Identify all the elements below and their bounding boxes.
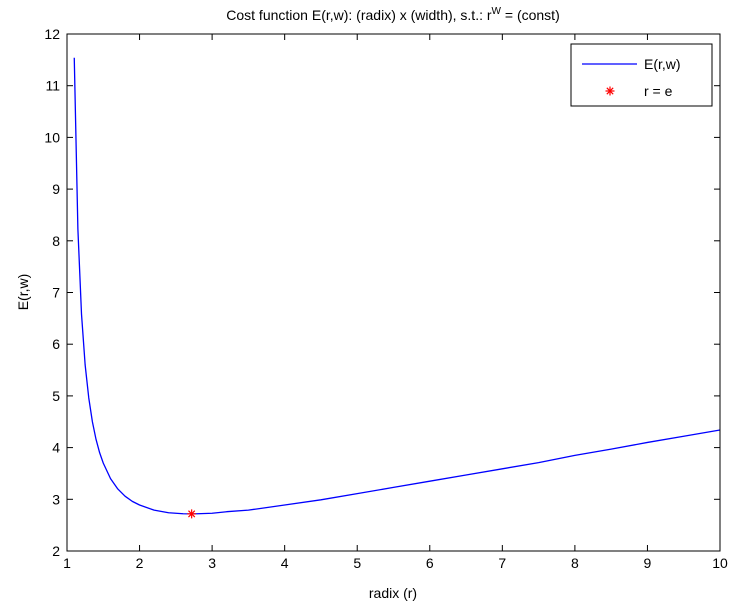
y-tick-label: 2 [52,543,60,559]
y-tick-label: 11 [45,78,60,94]
y-tick-label: 6 [52,336,60,352]
chart-title: Cost function E(r,w): (radix) x (width),… [226,6,559,23]
x-tick-label: 9 [644,555,652,571]
x-tick-label: 2 [136,555,144,571]
y-axis-label: E(r,w) [15,274,31,311]
y-tick-label: 4 [52,440,60,456]
x-tick-label: 1 [63,555,71,571]
axes-box [66,33,721,552]
legend-asterisk-marker [605,86,615,96]
y-tick-label: 7 [52,285,60,301]
plot-area [67,34,720,551]
y-tick-label: 3 [52,491,60,507]
legend-entry-1-label: r = e [644,83,673,99]
y-axis-ticks: 2 3 4 5 6 7 8 9 10 11 12 [44,26,720,559]
y-tick-label: 5 [52,388,60,404]
legend: E(r,w) r = e [570,43,713,107]
x-tick-label: 10 [712,555,728,571]
x-axis-label: radix (r) [369,585,417,601]
x-tick-label: 5 [353,555,361,571]
series-layer [73,57,721,519]
y-tick-label: 9 [52,181,60,197]
x-tick-label: 3 [208,555,216,571]
legend-entry-0-label: E(r,w) [644,56,681,72]
x-tick-label: 7 [498,555,506,571]
y-tick-label: 8 [52,233,60,249]
x-axis-ticks: 1 2 3 4 5 6 7 8 9 10 [63,34,728,571]
x-tick-label: 4 [281,555,289,571]
y-tick-label: 10 [44,129,60,145]
x-tick-label: 8 [571,555,579,571]
series-point-1 [187,509,197,519]
legend-asterisk-swatch [605,86,615,96]
x-tick-label: 6 [426,555,434,571]
legend-box [570,43,713,107]
y-tick-label: 12 [44,26,60,42]
